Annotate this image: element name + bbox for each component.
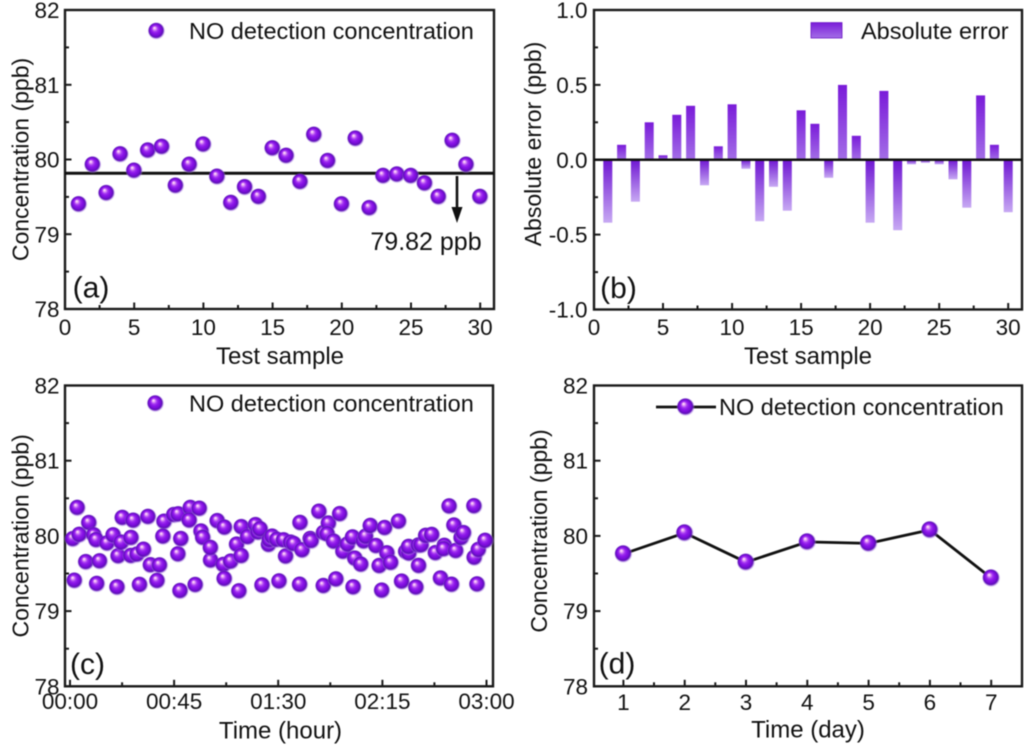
svg-text:(c): (c) — [70, 648, 105, 681]
svg-text:00:00: 00:00 — [42, 689, 98, 714]
svg-text:NO detection concentration: NO detection concentration — [189, 391, 474, 417]
svg-text:Absolute error (ppb): Absolute error (ppb) — [520, 42, 546, 247]
svg-text:1: 1 — [617, 690, 630, 715]
svg-text:-1.0: -1.0 — [549, 298, 588, 323]
svg-text:15: 15 — [789, 315, 814, 340]
svg-text:82: 82 — [563, 374, 588, 399]
svg-text:82: 82 — [34, 0, 59, 23]
svg-text:00:45: 00:45 — [146, 689, 202, 714]
svg-text:78: 78 — [34, 297, 59, 322]
svg-text:(d): (d) — [599, 648, 636, 681]
svg-text:Absolute error: Absolute error — [861, 18, 1009, 44]
svg-text:NO detection concentration: NO detection concentration — [719, 394, 1004, 420]
svg-text:80: 80 — [34, 524, 59, 549]
svg-text:80: 80 — [563, 524, 588, 549]
svg-text:Time (hour): Time (hour) — [219, 718, 342, 745]
svg-text:79: 79 — [34, 599, 59, 624]
svg-text:(a): (a) — [73, 272, 110, 305]
svg-text:15: 15 — [260, 315, 285, 340]
svg-text:81: 81 — [563, 449, 588, 474]
svg-text:2: 2 — [678, 690, 691, 715]
svg-text:78: 78 — [34, 674, 59, 699]
svg-text:Test sample: Test sample — [216, 343, 344, 370]
svg-text:30: 30 — [996, 315, 1021, 340]
svg-text:25: 25 — [927, 315, 952, 340]
svg-text:NO detection concentration: NO detection concentration — [189, 18, 474, 44]
svg-text:0: 0 — [588, 315, 601, 340]
svg-text:0.0: 0.0 — [556, 148, 587, 173]
svg-text:01:30: 01:30 — [250, 689, 306, 714]
svg-text:02:15: 02:15 — [354, 689, 410, 714]
svg-text:0.5: 0.5 — [556, 73, 587, 98]
svg-text:6: 6 — [924, 690, 937, 715]
svg-text:5: 5 — [128, 315, 141, 340]
svg-text:-0.5: -0.5 — [549, 223, 588, 248]
svg-text:79: 79 — [34, 222, 59, 247]
svg-text:Concentration (ppb): Concentration (ppb) — [8, 434, 34, 637]
svg-text:10: 10 — [191, 315, 216, 340]
svg-text:81: 81 — [34, 73, 59, 98]
svg-text:78: 78 — [563, 674, 588, 699]
svg-text:20: 20 — [858, 315, 883, 340]
svg-text:5: 5 — [657, 315, 670, 340]
svg-text:79.82 ppb: 79.82 ppb — [370, 228, 481, 256]
svg-text:25: 25 — [398, 315, 423, 340]
svg-text:3: 3 — [740, 690, 753, 715]
svg-text:Test sample: Test sample — [744, 343, 872, 370]
svg-text:7: 7 — [985, 690, 998, 715]
svg-text:0: 0 — [59, 315, 72, 340]
svg-text:79: 79 — [563, 599, 588, 624]
svg-text:81: 81 — [34, 449, 59, 474]
svg-text:10: 10 — [720, 315, 745, 340]
svg-text:80: 80 — [34, 148, 59, 173]
svg-text:82: 82 — [34, 374, 59, 399]
svg-text:Concentration (ppb): Concentration (ppb) — [8, 58, 34, 261]
svg-text:03:00: 03:00 — [458, 689, 514, 714]
svg-text:4: 4 — [801, 690, 814, 715]
svg-text:20: 20 — [329, 315, 354, 340]
svg-text:1.0: 1.0 — [556, 0, 587, 23]
svg-text:Time (day): Time (day) — [751, 717, 865, 744]
svg-text:Concentration (ppb): Concentration (ppb) — [526, 429, 552, 632]
svg-text:(b): (b) — [600, 272, 637, 305]
svg-text:30: 30 — [468, 315, 493, 340]
svg-text:5: 5 — [862, 690, 875, 715]
